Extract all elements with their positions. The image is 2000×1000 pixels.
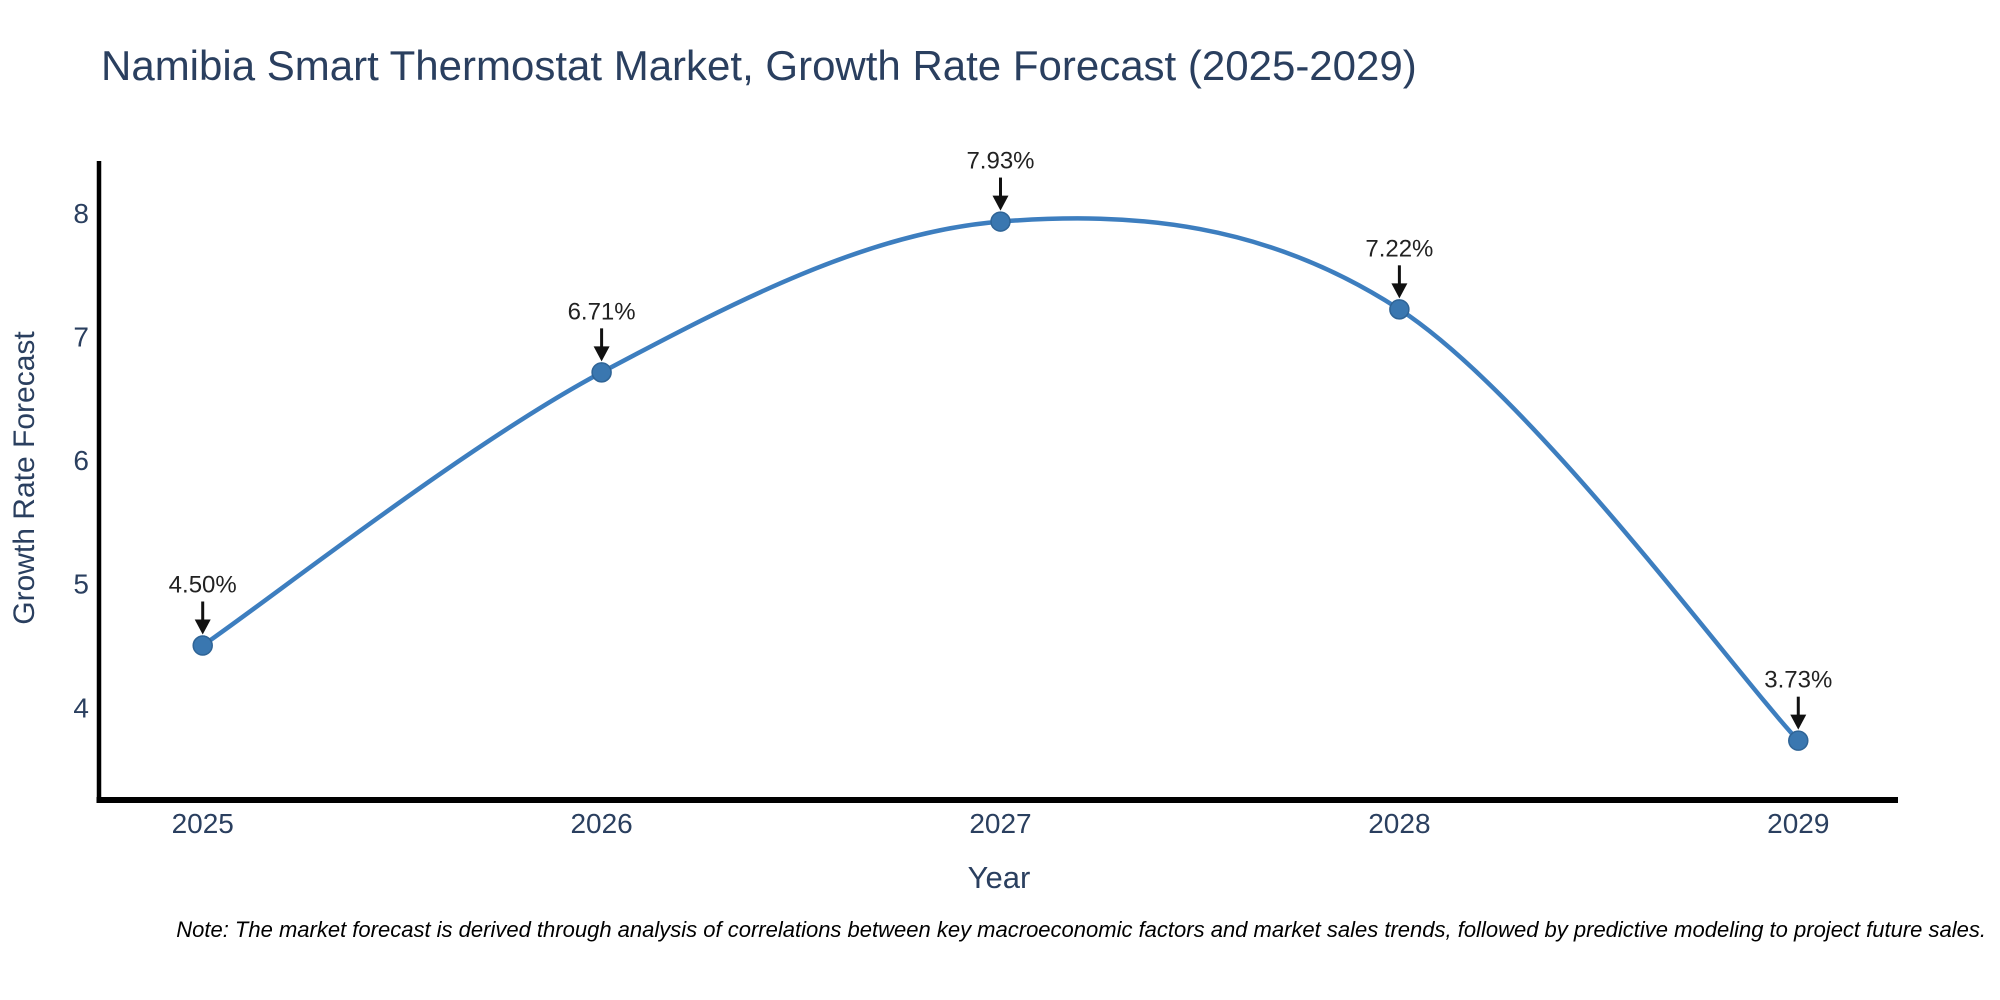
plot-area: 4 5 6 7 8 2025 2026 2027 2028 2029 4.50% 6.71% 7.93%… bbox=[73, 148, 1832, 839]
annotation-label: 4.50% bbox=[169, 572, 237, 599]
annotation-arrow-head bbox=[1391, 283, 1408, 299]
x-axis-title: Year bbox=[968, 860, 1031, 895]
footnote: Note: The market forecast is derived thr… bbox=[176, 917, 1986, 942]
annotation-label: 6.71% bbox=[568, 298, 636, 325]
annotation-label: 7.93% bbox=[966, 148, 1034, 175]
annotation-arrow-head bbox=[593, 346, 610, 362]
data-point-2027 bbox=[990, 211, 1011, 232]
y-tick-label: 5 bbox=[73, 569, 89, 600]
y-tick-label: 6 bbox=[73, 445, 89, 476]
annotation-arrow-head bbox=[1790, 714, 1807, 730]
y-tick-label: 4 bbox=[73, 692, 89, 723]
data-point-2025 bbox=[192, 635, 213, 656]
x-tick-label: 2027 bbox=[969, 808, 1031, 839]
annotation-label: 3.73% bbox=[1764, 667, 1832, 694]
data-point-2028 bbox=[1389, 299, 1410, 320]
data-point-2026 bbox=[591, 362, 612, 383]
chart-title: Namibia Smart Thermostat Market, Growth … bbox=[101, 42, 1417, 89]
x-tick-label: 2029 bbox=[1767, 808, 1829, 839]
y-tick-label: 8 bbox=[73, 198, 89, 229]
x-tick-label: 2026 bbox=[570, 808, 632, 839]
x-tick-label: 2025 bbox=[172, 808, 234, 839]
annotation-arrow-head bbox=[194, 619, 211, 635]
y-axis-title: Growth Rate Forecast bbox=[8, 331, 41, 625]
data-point-2029 bbox=[1788, 730, 1809, 751]
annotation-label: 7.22% bbox=[1365, 235, 1433, 262]
y-tick-label: 7 bbox=[73, 322, 89, 353]
annotation-arrow-head bbox=[992, 195, 1009, 211]
x-tick-label: 2028 bbox=[1368, 808, 1430, 839]
forecast-line bbox=[200, 216, 1801, 743]
